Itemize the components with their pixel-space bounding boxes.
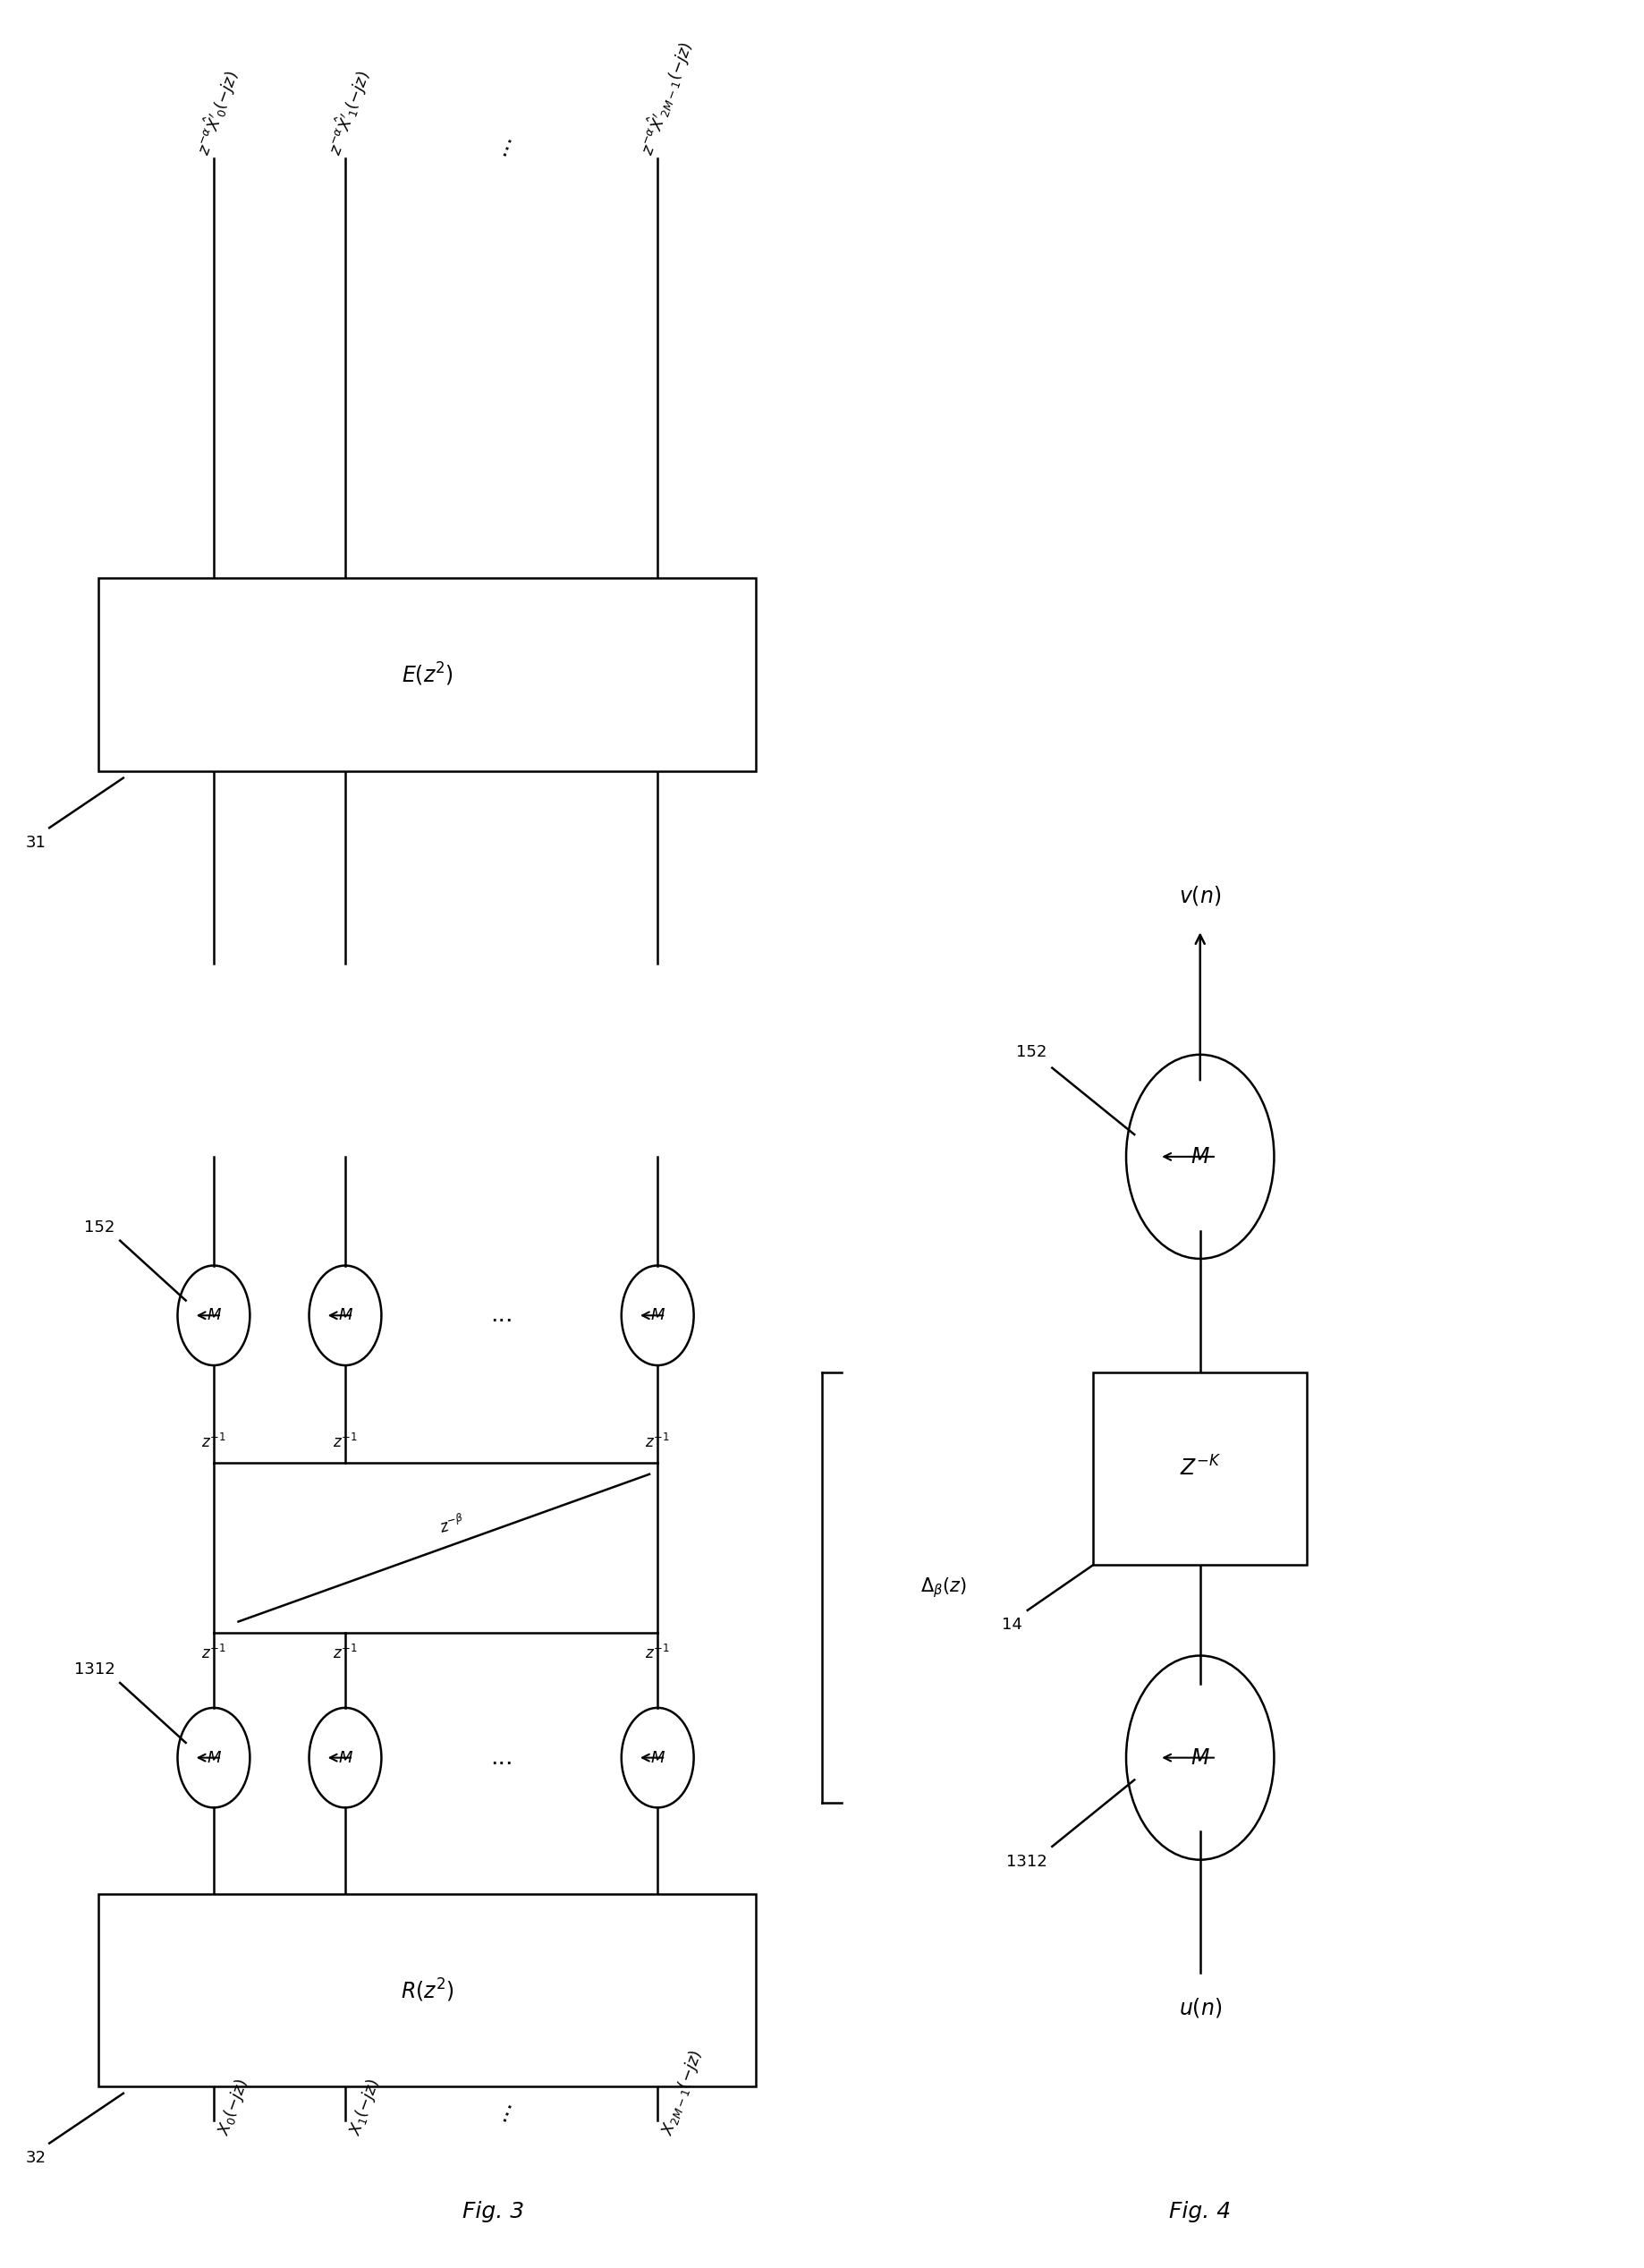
Text: M: M — [339, 1306, 352, 1325]
Text: ...: ... — [487, 2096, 516, 2123]
Text: 152: 152 — [84, 1220, 115, 1236]
Text: $R(z^2)$: $R(z^2)$ — [401, 1978, 454, 2003]
Text: $Z^{-K}$: $Z^{-K}$ — [1179, 1456, 1221, 1481]
Text: M: M — [207, 1749, 220, 1767]
Text: $z^{-\alpha}\hat{X}'_0(-jz)$: $z^{-\alpha}\hat{X}'_0(-jz)$ — [191, 68, 243, 159]
Text: 152: 152 — [1016, 1043, 1047, 1061]
Text: $z^{-\alpha}\hat{X}'_1(-jz)$: $z^{-\alpha}\hat{X}'_1(-jz)$ — [322, 68, 375, 159]
Text: M: M — [1190, 1145, 1210, 1168]
Text: 1312: 1312 — [1006, 1853, 1047, 1871]
Text: $z^{-1}$: $z^{-1}$ — [201, 1433, 227, 1452]
Text: $z^{-1}$: $z^{-1}$ — [644, 1644, 671, 1662]
Text: 1312: 1312 — [74, 1662, 115, 1678]
Text: M: M — [339, 1749, 352, 1767]
Text: 32: 32 — [25, 2150, 46, 2166]
Text: $X_1(-jz)$: $X_1(-jz)$ — [345, 2077, 383, 2139]
Bar — [1093, 1372, 1307, 1565]
Text: $z^{-\beta}$: $z^{-\beta}$ — [437, 1513, 467, 1538]
Text: ...: ... — [487, 129, 516, 159]
Text: Fig. 3: Fig. 3 — [462, 2202, 524, 2223]
Text: $X_0(-jz)$: $X_0(-jz)$ — [214, 2077, 252, 2139]
Text: $z^{-1}$: $z^{-1}$ — [332, 1433, 358, 1452]
Text: M: M — [207, 1306, 220, 1325]
Text: $z^{-1}$: $z^{-1}$ — [201, 1644, 227, 1662]
Bar — [99, 1894, 756, 2087]
Text: $X_{2M-1}(-jz)$: $X_{2M-1}(-jz)$ — [658, 2048, 707, 2139]
Text: $z^{-1}$: $z^{-1}$ — [332, 1644, 358, 1662]
Text: $\Delta_{\beta}(z)$: $\Delta_{\beta}(z)$ — [921, 1576, 967, 1599]
Text: $z^{-1}$: $z^{-1}$ — [644, 1433, 671, 1452]
Text: M: M — [1190, 1746, 1210, 1769]
Text: Fig. 4: Fig. 4 — [1169, 2202, 1231, 2223]
Text: M: M — [651, 1749, 664, 1767]
Text: $z^{-\alpha}\hat{X}'_{2M-1}(-jz)$: $z^{-\alpha}\hat{X}'_{2M-1}(-jz)$ — [635, 39, 699, 159]
Text: 14: 14 — [1003, 1617, 1023, 1633]
Text: $E(z^2)$: $E(z^2)$ — [401, 662, 454, 687]
Text: M: M — [651, 1306, 664, 1325]
Bar — [99, 578, 756, 771]
Text: ...: ... — [490, 1304, 513, 1327]
Text: 31: 31 — [26, 835, 46, 850]
Text: ...: ... — [490, 1746, 513, 1769]
Text: $u(n)$: $u(n)$ — [1179, 1996, 1221, 2019]
Text: $v(n)$: $v(n)$ — [1179, 885, 1221, 907]
